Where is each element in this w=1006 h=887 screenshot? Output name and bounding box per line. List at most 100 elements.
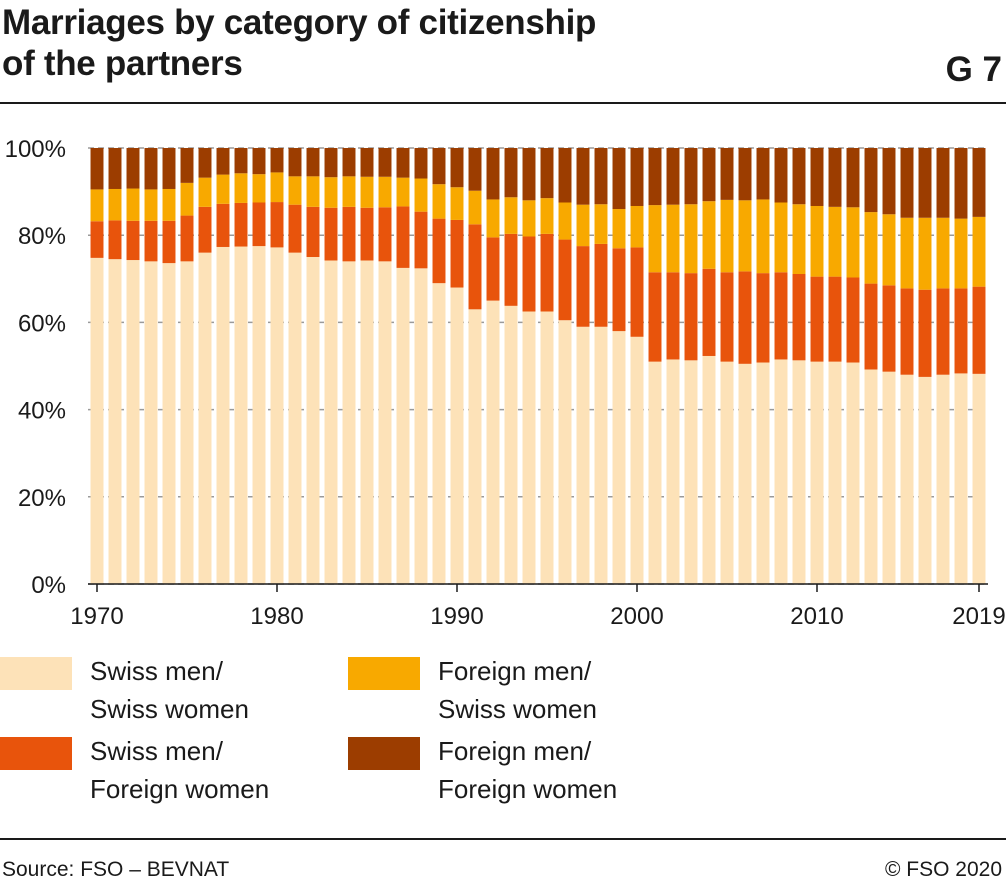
- bar-segment-foreign-foreign: [810, 148, 824, 206]
- bar-segment-foreign-foreign: [180, 148, 194, 183]
- bar-segment-swiss-swiss: [468, 309, 482, 584]
- bar-segment-swiss-foreign: [486, 237, 500, 301]
- bar-segment-foreign-foreign: [918, 148, 932, 218]
- bar-segment-foreign-swiss: [234, 173, 248, 203]
- bar-segment-swiss-swiss: [342, 261, 356, 584]
- bar-stack: [378, 148, 392, 584]
- bar-segment-swiss-swiss: [882, 371, 896, 584]
- bar-stack: [648, 148, 662, 584]
- bar-segment-foreign-foreign: [594, 148, 608, 205]
- bar-segment-foreign-swiss: [738, 200, 752, 272]
- bar-segment-foreign-foreign: [432, 148, 446, 185]
- y-tick-label: 80%: [18, 223, 66, 250]
- bar-segment-swiss-foreign: [576, 246, 590, 327]
- bar-segment-foreign-swiss: [288, 176, 302, 205]
- bar-segment-swiss-swiss: [162, 263, 176, 584]
- bar-stack: [486, 148, 500, 584]
- x-tick-label: 2019: [952, 603, 1005, 630]
- bar-stack: [720, 148, 734, 584]
- bar-segment-swiss-foreign: [90, 221, 104, 258]
- bar-segment-swiss-swiss: [90, 257, 104, 584]
- bar-segment-foreign-swiss: [666, 204, 680, 273]
- bar-stack: [306, 148, 320, 584]
- x-tick-label: 1980: [250, 603, 303, 630]
- bar-segment-swiss-foreign: [234, 202, 248, 247]
- bar-segment-swiss-foreign: [612, 248, 626, 332]
- bar-segment-swiss-swiss: [450, 287, 464, 584]
- legend-swatch-foreign-swiss: [348, 657, 420, 690]
- bar-segment-foreign-swiss: [810, 205, 824, 277]
- y-tick-label: 60%: [18, 310, 66, 337]
- bar-segment-swiss-swiss: [648, 361, 662, 584]
- bar-segment-foreign-swiss: [90, 189, 104, 222]
- bar-segment-swiss-swiss: [252, 246, 266, 584]
- bar-segment-foreign-swiss: [126, 188, 140, 221]
- legend: Swiss men/ Swiss women Foreign men/ Swis…: [0, 652, 1006, 822]
- bar-segment-swiss-foreign: [684, 273, 698, 361]
- bar-stack: [288, 148, 302, 584]
- bar-segment-swiss-foreign: [432, 218, 446, 284]
- bar-segment-swiss-foreign: [468, 224, 482, 310]
- bar-segment-foreign-swiss: [864, 212, 878, 284]
- legend-label-line1: Swiss men/: [90, 736, 223, 766]
- bar-segment-swiss-swiss: [576, 326, 590, 584]
- bar-segment-foreign-swiss: [198, 177, 212, 207]
- bar-segment-foreign-foreign: [576, 148, 590, 205]
- bar-segment-foreign-swiss: [900, 217, 914, 289]
- bar-segment-foreign-swiss: [522, 200, 536, 237]
- bar-segment-swiss-foreign: [162, 220, 176, 264]
- bar-segment-swiss-swiss: [954, 373, 968, 584]
- bar-segment-swiss-foreign: [954, 288, 968, 374]
- bar-segment-foreign-foreign: [522, 148, 536, 201]
- bar-segment-swiss-foreign: [324, 207, 338, 261]
- legend-label-line2: Swiss women: [90, 694, 249, 724]
- bar-segment-swiss-swiss: [486, 300, 500, 584]
- bar-stack: [522, 148, 536, 584]
- bar-stack: [594, 148, 608, 584]
- y-tick-label: 40%: [18, 398, 66, 425]
- bar-segment-foreign-foreign: [954, 148, 968, 219]
- bar-segment-foreign-foreign: [792, 148, 806, 205]
- bar-segment-foreign-swiss: [630, 205, 644, 248]
- source-note: Source: FSO – BEVNAT: [2, 858, 230, 881]
- bar-segment-swiss-foreign: [900, 288, 914, 375]
- bar-stack: [864, 148, 878, 584]
- bar-segment-swiss-swiss: [864, 369, 878, 584]
- bar-segment-swiss-swiss: [828, 361, 842, 584]
- bar-segment-foreign-swiss: [342, 176, 356, 207]
- bar-segment-swiss-foreign: [342, 206, 356, 262]
- bar-segment-swiss-foreign: [108, 220, 122, 260]
- legend-label-line2: Foreign women: [438, 774, 618, 804]
- graphic-number: G 7: [945, 50, 1002, 89]
- bar-stack: [450, 148, 464, 584]
- bar-segment-foreign-swiss: [180, 182, 194, 216]
- bar-stack: [972, 148, 986, 584]
- legend-label-line1: Foreign men/: [438, 656, 592, 686]
- bar-segment-swiss-swiss: [630, 336, 644, 584]
- bar-segment-swiss-swiss: [306, 257, 320, 584]
- x-tick-label: 2000: [610, 603, 663, 630]
- bar-stack: [810, 148, 824, 584]
- bar-segment-swiss-swiss: [396, 267, 410, 584]
- bar-segment-foreign-foreign: [144, 148, 158, 190]
- legend-label-line2: Swiss women: [438, 694, 597, 724]
- bar-stack: [630, 148, 644, 584]
- bar-segment-swiss-swiss: [756, 362, 770, 584]
- bar-segment-foreign-foreign: [342, 148, 356, 177]
- y-tick-label: 20%: [18, 485, 66, 512]
- bar-segment-swiss-foreign: [414, 211, 428, 269]
- bar-segment-swiss-foreign: [720, 272, 734, 362]
- bar-segment-foreign-foreign: [450, 148, 464, 188]
- legend-swatch-swiss-swiss: [0, 657, 72, 690]
- chart-title-line2: of the partners: [2, 44, 243, 83]
- bar-segment-foreign-foreign: [234, 148, 248, 174]
- bar-segment-foreign-foreign: [684, 148, 698, 205]
- bar-stack: [576, 148, 590, 584]
- bar-segment-swiss-foreign: [396, 206, 410, 268]
- bar-segment-foreign-swiss: [846, 207, 860, 278]
- top-rule: [0, 102, 1006, 104]
- bar-segment-swiss-swiss: [180, 261, 194, 584]
- legend-swatch-swiss-foreign: [0, 737, 72, 770]
- bar-segment-foreign-foreign: [666, 148, 680, 205]
- bar-stack: [216, 148, 230, 585]
